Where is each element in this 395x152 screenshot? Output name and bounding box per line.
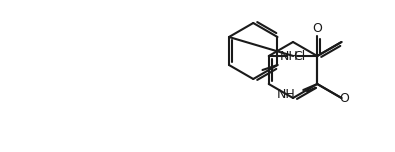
Text: NH: NH [280,50,299,62]
Text: O: O [312,21,322,35]
Text: Cl: Cl [293,50,305,62]
Text: NH: NH [276,88,295,100]
Text: O: O [340,93,350,105]
